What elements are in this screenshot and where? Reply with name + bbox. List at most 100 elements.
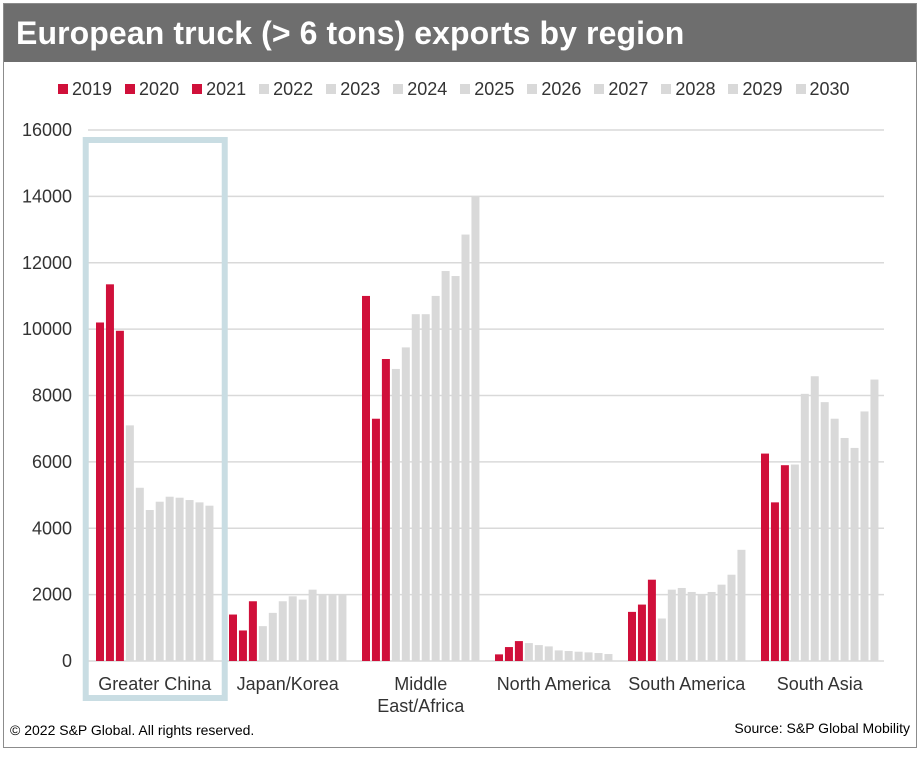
- bar-2027: [840, 437, 849, 661]
- bar-2026: [564, 651, 573, 661]
- y-tick-label: 4000: [32, 518, 72, 538]
- bar-2019: [96, 322, 104, 661]
- bar-2019: [362, 295, 370, 661]
- legend-item-2019: 2019: [58, 79, 112, 100]
- legend-item-2020: 2020: [125, 79, 179, 100]
- bar-2027: [441, 271, 450, 661]
- y-tick-label: 14000: [22, 186, 72, 206]
- bar-2019: [495, 654, 503, 661]
- bar-2029: [860, 411, 869, 661]
- legend-swatch: [795, 84, 806, 94]
- bar-2027: [308, 589, 317, 661]
- legend-label: 2023: [340, 78, 381, 99]
- bar-2021: [780, 465, 789, 661]
- x-category-label: Greater China: [98, 674, 212, 694]
- bar-2029: [594, 653, 603, 661]
- legend-label: 2021: [206, 78, 247, 99]
- bar-2025: [687, 591, 696, 661]
- bar-2029: [195, 502, 204, 661]
- bar-2024: [544, 646, 553, 661]
- legend-label: 2027: [608, 78, 649, 99]
- bar-2020: [770, 502, 779, 661]
- y-tick-label: 2000: [32, 585, 72, 605]
- bar-2026: [431, 295, 440, 661]
- legend-swatch: [192, 84, 203, 94]
- bar-2024: [411, 314, 420, 661]
- bar-2025: [155, 501, 164, 661]
- bar-2019: [229, 614, 237, 661]
- bar-2030: [338, 594, 347, 661]
- bar-2025: [820, 402, 829, 661]
- title-bar: European truck (> 6 tons) exports by reg…: [4, 4, 916, 62]
- legend-label: 2019: [72, 78, 113, 99]
- bar-2028: [850, 447, 859, 661]
- bar-2023: [401, 347, 410, 661]
- legend-item-2021: 2021: [192, 79, 246, 100]
- x-category-label: Japan/Korea: [237, 674, 340, 694]
- bar-2020: [105, 284, 114, 661]
- bar-2030: [737, 549, 746, 661]
- bar-2022: [391, 368, 400, 661]
- bar-2027: [574, 651, 583, 661]
- bar-2023: [667, 589, 676, 661]
- bar-2028: [584, 652, 593, 661]
- legend-swatch: [728, 84, 739, 94]
- legend-label: 2028: [675, 78, 716, 99]
- bar-2028: [717, 584, 726, 661]
- x-category-label: South Asia: [777, 674, 864, 694]
- legend: 2019 2020 2021 2022 2023 2024 2025 2026 2027 2028…: [58, 78, 863, 100]
- bar-2027: [175, 497, 184, 661]
- legend-item-2026: 2026: [527, 79, 581, 100]
- bar-2026: [697, 594, 706, 661]
- bar-2030: [604, 654, 613, 661]
- bar-2023: [534, 645, 543, 661]
- copyright-text: © 2022 S&P Global. All rights reserved.: [10, 722, 255, 738]
- legend-label: 2022: [273, 78, 314, 99]
- bar-2021: [115, 330, 124, 661]
- bar-2022: [125, 425, 134, 661]
- legend-item-2030: 2030: [795, 78, 850, 100]
- bar-2029: [461, 234, 470, 661]
- y-tick-label: 8000: [32, 386, 72, 406]
- x-category-label: Middle: [394, 674, 447, 694]
- bar-2022: [258, 626, 267, 661]
- x-category-label: South America: [628, 674, 746, 694]
- bar-2022: [657, 618, 666, 661]
- legend-item-2028: 2028: [661, 79, 715, 100]
- legend-swatch: [58, 84, 68, 94]
- bar-2026: [830, 418, 839, 661]
- bar-2030: [205, 505, 214, 661]
- legend-label: 2030: [809, 78, 850, 99]
- bar-2028: [185, 500, 194, 661]
- bar-2021: [381, 358, 390, 661]
- legend-item-2029: 2029: [728, 78, 783, 100]
- bar-2023: [268, 612, 277, 661]
- bar-2022: [524, 643, 533, 661]
- highlight-box: [82, 137, 228, 701]
- bar-2025: [554, 650, 563, 661]
- source-text: Source: S&P Global Mobility: [734, 720, 910, 736]
- bar-2020: [637, 604, 646, 661]
- bar-2019: [628, 611, 636, 661]
- legend-item-2027: 2027: [594, 79, 648, 100]
- y-tick-label: 12000: [22, 253, 72, 273]
- legend-label: 2026: [541, 78, 582, 99]
- bar-2029: [328, 594, 337, 661]
- y-tick-label: 6000: [32, 452, 72, 472]
- bar-2025: [421, 314, 430, 661]
- bar-2020: [504, 647, 513, 661]
- x-category-label: North America: [497, 674, 612, 694]
- x-category-label: East/Africa: [377, 696, 465, 716]
- bar-2022: [790, 464, 799, 661]
- legend-swatch: [393, 84, 404, 94]
- legend-swatch: [326, 84, 337, 94]
- bar-2029: [727, 574, 736, 661]
- bar-2023: [135, 487, 144, 661]
- bar-2019: [761, 453, 769, 661]
- bar-2024: [810, 376, 819, 661]
- bar-2024: [677, 587, 686, 661]
- legend-item-2022: 2022: [259, 79, 313, 100]
- legend-label: 2025: [474, 78, 515, 99]
- legend-label: 2029: [742, 78, 783, 99]
